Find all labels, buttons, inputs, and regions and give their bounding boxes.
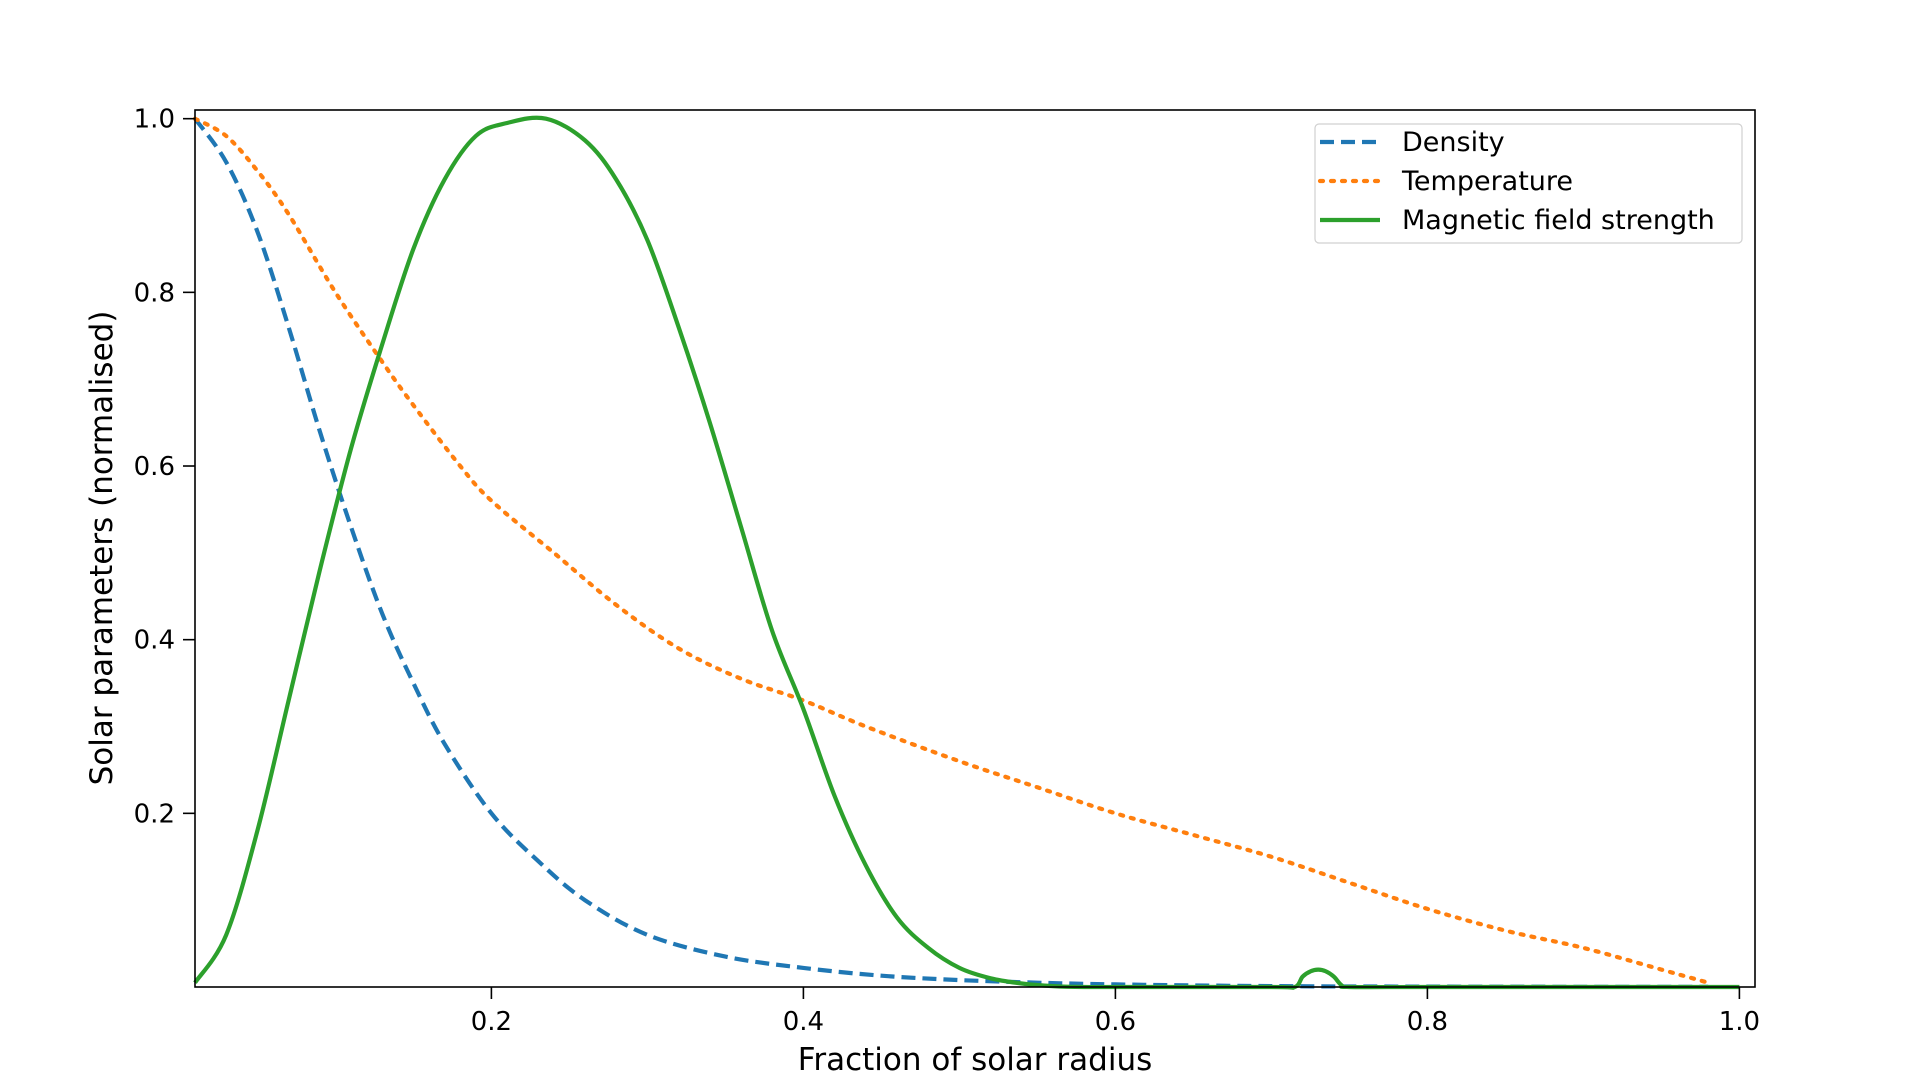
y-tick-label: 0.2 (134, 799, 175, 829)
legend-entries: Density Temperature Magnetic field strengt… (1317, 127, 1715, 236)
y-tick-label: 0.6 (134, 452, 175, 482)
y-tick-label: 1.0 (134, 105, 175, 135)
legend-label: Magnetic field strength (1402, 205, 1715, 236)
series-line-temperature (192, 116, 1711, 985)
y-axis-ticks: 0.2 0.4 0.6 0.8 1.0 (134, 105, 195, 829)
x-tick-label: 0.8 (1407, 1007, 1448, 1037)
plot-area (195, 110, 1755, 987)
legend-frame (1314, 123, 1743, 244)
y-tick-label: 0.8 (134, 278, 175, 308)
x-axis-label: Fraction of solar radius (798, 1042, 1153, 1078)
x-tick-label: 0.4 (783, 1007, 824, 1037)
legend-label: Temperature (1401, 166, 1573, 197)
y-tick-label: 0.4 (134, 626, 175, 656)
x-tick-label: 1.0 (1719, 1007, 1760, 1037)
x-tick-label: 0.2 (471, 1007, 512, 1037)
plot-frame (194, 109, 1756, 988)
series-layer (192, 115, 1740, 990)
x-axis-ticks: 0.2 0.4 0.6 0.8 1.0 (471, 987, 1760, 1037)
legend-label: Density (1402, 127, 1505, 158)
legend: Density Temperature Magnetic field strengt… (1314, 123, 1743, 244)
x-tick-label: 0.6 (1095, 1007, 1136, 1037)
series-line-magnetic-field-strength (193, 115, 1740, 990)
y-axis-label: Solar parameters (normalised) (84, 311, 120, 786)
